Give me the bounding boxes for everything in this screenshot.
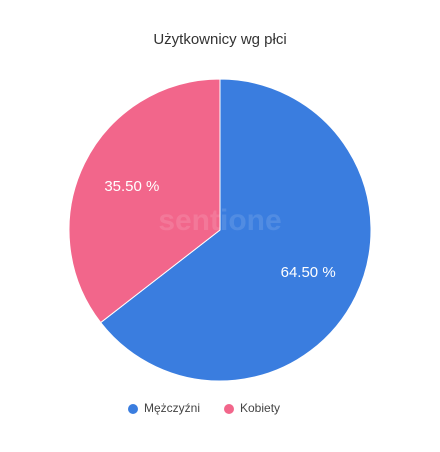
legend-marker xyxy=(128,404,138,414)
pie-slice xyxy=(68,78,221,324)
watermark: sentione xyxy=(158,204,281,237)
legend-marker xyxy=(224,404,234,414)
legend-label: Kobiety xyxy=(240,401,280,415)
data-label: 64.50 % xyxy=(281,264,336,281)
legend-label: Mężczyźni xyxy=(144,401,200,415)
data-label: 35.50 % xyxy=(104,178,159,195)
chart-title: Użytkownicy wg płci xyxy=(153,31,286,48)
pie-slice xyxy=(99,78,372,382)
